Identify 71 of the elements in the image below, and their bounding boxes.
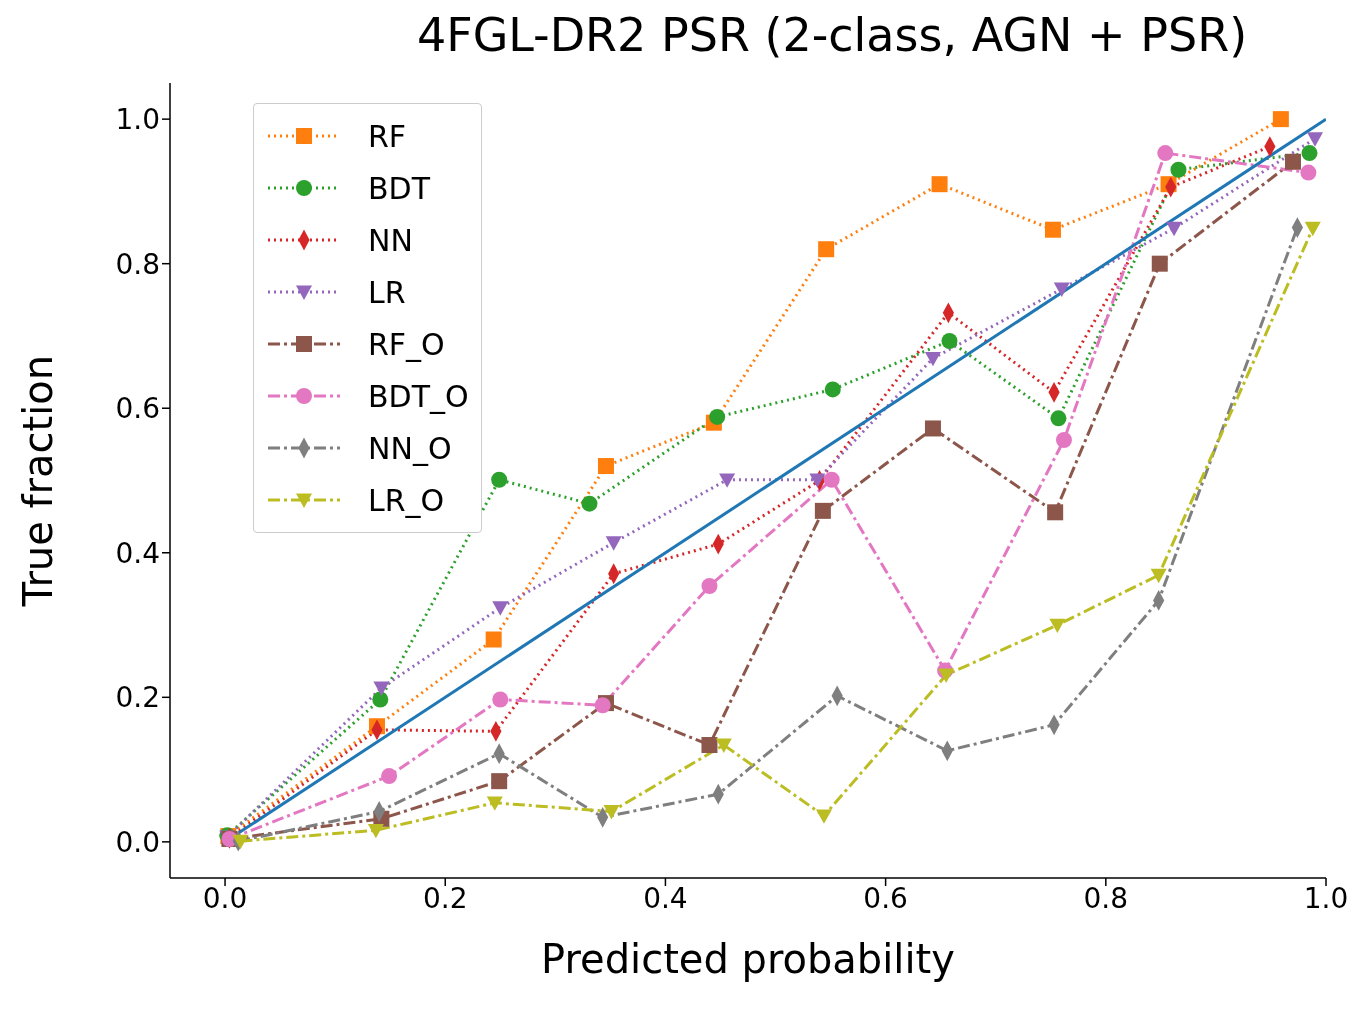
point — [701, 737, 718, 754]
x-tick-label: 0.6 — [863, 881, 908, 915]
point — [485, 631, 502, 648]
x-tick-label: 0.4 — [643, 881, 688, 915]
point — [1272, 111, 1289, 128]
y-tick-label: 1.0 — [115, 103, 160, 137]
legend-label: LR — [368, 274, 406, 310]
point — [709, 408, 726, 425]
point — [492, 691, 509, 708]
point — [1170, 161, 1187, 178]
y-tick-label: 0.0 — [115, 825, 160, 859]
point — [824, 381, 841, 398]
x-tick-label: 0.0 — [202, 881, 248, 915]
point — [924, 351, 941, 367]
point — [581, 495, 598, 512]
legend-label: NN — [368, 222, 413, 258]
point — [924, 420, 941, 437]
point — [1053, 282, 1070, 297]
y-axis-title: True fraction — [15, 354, 62, 608]
point — [1047, 504, 1064, 521]
point — [1304, 221, 1321, 237]
point — [814, 502, 831, 519]
point — [381, 768, 398, 785]
point — [491, 773, 508, 790]
point — [938, 668, 955, 683]
legend-label: BDT_O — [368, 378, 469, 414]
legend-label: LR_O — [368, 482, 445, 518]
point — [1301, 145, 1318, 162]
point — [605, 536, 622, 551]
x-tick-label: 0.2 — [422, 881, 468, 915]
point — [373, 681, 390, 696]
point — [492, 601, 509, 616]
point — [809, 473, 826, 488]
point — [367, 823, 384, 839]
x-tick-label: 0.8 — [1083, 881, 1129, 915]
point — [1157, 145, 1174, 162]
point — [715, 738, 732, 754]
point — [1150, 568, 1167, 584]
point — [486, 796, 503, 811]
point — [941, 333, 958, 350]
point — [1050, 410, 1067, 427]
point — [815, 809, 832, 824]
x-axis-title: Predicted probability — [541, 936, 955, 982]
chart-title: 4FGL-DR2 PSR (2-class, AGN + PSR) — [415, 8, 1249, 64]
point — [372, 691, 389, 708]
point — [491, 471, 508, 488]
legend-label: RF_O — [368, 326, 445, 362]
point — [1055, 432, 1072, 449]
point — [1306, 132, 1323, 147]
point — [1166, 221, 1183, 237]
legend-label: BDT — [368, 170, 431, 206]
point — [931, 176, 948, 193]
point — [597, 458, 614, 475]
point — [701, 578, 718, 595]
point — [1049, 618, 1066, 634]
y-tick-label: 0.4 — [115, 536, 160, 570]
point — [1044, 221, 1061, 238]
point — [603, 805, 620, 820]
y-tick-label: 0.8 — [115, 247, 160, 281]
legend-label: RF — [368, 118, 407, 154]
y-tick-label: 0.2 — [115, 681, 160, 715]
y-tick-label: 0.6 — [115, 392, 160, 426]
point — [232, 834, 249, 850]
point — [823, 471, 840, 488]
x-tick-label: 1.0 — [1303, 881, 1349, 915]
point — [1284, 153, 1301, 170]
point — [818, 241, 835, 258]
legend-label: NN_O — [368, 430, 452, 466]
point — [1300, 164, 1317, 181]
point — [719, 473, 736, 488]
point — [1151, 255, 1168, 272]
